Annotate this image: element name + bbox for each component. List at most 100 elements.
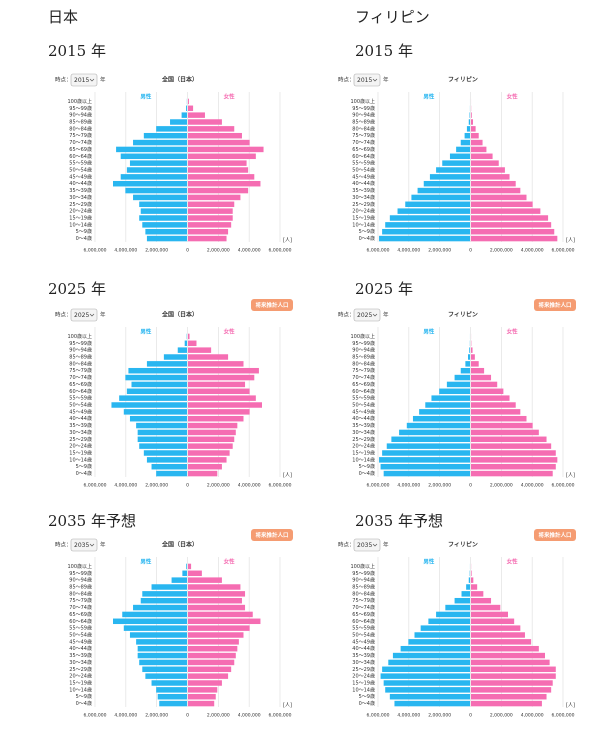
bar [455,375,470,380]
bar [188,653,236,658]
bar [188,112,205,117]
bar [471,464,556,469]
bar [471,450,556,455]
age-label: 30～34歳 [352,659,375,666]
bar [471,119,473,124]
bar [384,471,470,476]
age-label: 50～54歳 [69,167,92,174]
x-tick-label: 6,000,000 [269,248,292,254]
bar [188,334,190,339]
bar [188,395,256,400]
age-label: 95～99歳 [69,570,92,577]
bar [125,188,187,193]
age-label: 95～99歳 [352,105,375,112]
age-label: 55～59歳 [69,625,92,632]
bar [188,133,242,138]
x-tick-label: 2,000,000 [145,248,168,254]
bar [127,167,187,172]
unit-label: [人] [283,473,292,479]
bar [430,174,470,179]
age-label: 35～39歳 [352,652,375,659]
bar [145,229,187,234]
age-label: 15～19歳 [69,450,92,457]
age-label: 80～84歳 [352,125,375,132]
bar [147,457,187,462]
control-label: 時点： [338,541,355,549]
bar [385,687,470,692]
bar [471,619,514,624]
age-label: 25～29歳 [352,666,375,673]
age-label: 15～19歳 [352,215,375,222]
control-unit: 年 [100,541,106,549]
year-select-value: 2025 [74,312,89,319]
bar [188,389,250,394]
bar [188,229,228,234]
bar [471,133,479,138]
bar [188,457,227,462]
bar [152,584,187,589]
bar [411,195,470,200]
control-unit: 年 [383,311,389,319]
bar [159,701,187,706]
age-label: 25～29歳 [352,436,375,443]
age-label: 55～59歳 [69,395,92,402]
bar [188,619,260,624]
bar [471,577,473,582]
bar [471,443,551,448]
bar [188,147,264,152]
bar [471,437,547,442]
bar [186,106,187,111]
age-label: 40～44歳 [352,645,375,652]
bar [466,584,470,589]
bar [465,361,470,366]
chart-title: フィリピン [448,311,478,319]
x-tick-label: 4,000,000 [521,713,544,719]
bar [379,236,470,241]
legend-label: 女性 [224,558,236,566]
x-tick-label: 2,000,000 [490,713,513,719]
age-label: 40～44歳 [352,415,375,422]
column-heading: フィリピン [355,8,430,26]
bar [188,577,222,582]
bar [142,667,187,672]
bar [471,667,556,672]
control-label: 時点： [55,541,72,549]
age-label: 85～89歳 [352,354,375,361]
bar [188,632,244,637]
age-label: 100歳以上 [350,563,375,570]
bar [382,229,470,234]
bar [471,632,525,637]
x-tick-label: 6,000,000 [367,713,390,719]
bar [471,605,500,610]
unit-label: [人] [283,703,292,709]
bar [471,395,510,400]
bar [156,126,187,131]
age-label: 20～24歳 [352,208,375,215]
x-tick-label: 4,000,000 [521,248,544,254]
bar [133,140,187,145]
bar [415,632,471,637]
bar [130,632,187,637]
x-tick-label: 2,000,000 [428,483,451,489]
bar [138,653,187,658]
bar [471,457,557,462]
bar [188,167,248,172]
age-label: 15～19歳 [352,680,375,687]
bar [401,646,470,651]
bar [471,639,531,644]
bar [382,450,470,455]
bar [471,591,483,596]
x-tick-label: 0 [469,483,472,489]
bar [178,347,187,352]
control-label: 時点： [55,311,72,319]
bar [407,423,470,428]
bar [471,680,553,685]
bar [128,368,187,373]
bar [130,416,187,421]
age-label: 40～44歳 [69,180,92,187]
x-tick-label: 2,000,000 [207,713,230,719]
bar [136,639,187,644]
x-tick-label: 4,000,000 [397,483,420,489]
chart-title: 全国（日本） [161,541,198,549]
x-tick-label: 4,000,000 [114,483,137,489]
